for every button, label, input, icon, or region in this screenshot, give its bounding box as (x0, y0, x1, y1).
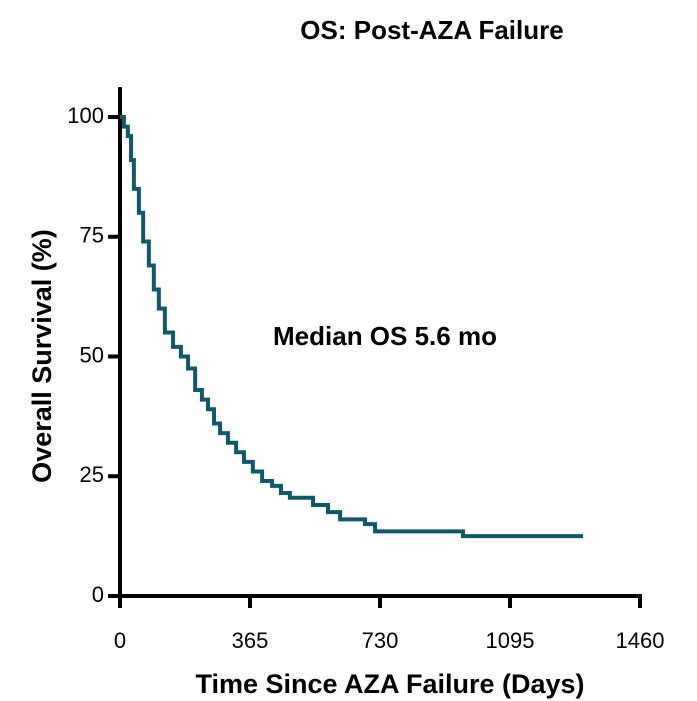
x-tick-label: 1460 (616, 628, 665, 653)
x-axis-label: Time Since AZA Failure (Days) (195, 669, 584, 699)
annotation: Median OS 5.6 mo (273, 321, 497, 351)
y-tick-label: 25 (80, 462, 104, 487)
x-tick-label: 0 (114, 628, 126, 653)
chart-title: OS: Post-AZA Failure (300, 15, 563, 45)
y-axis-label: Overall Survival (%) (27, 229, 57, 483)
x-tick-label: 730 (362, 628, 399, 653)
y-tick-label: 100 (67, 103, 104, 128)
x-tick-label: 1095 (486, 628, 535, 653)
y-tick-label: 75 (80, 223, 104, 248)
survival-curve (120, 115, 584, 539)
y-tick-label: 50 (80, 342, 104, 367)
x-tick-label: 365 (232, 628, 269, 653)
y-tick-label: 0 (92, 582, 104, 607)
